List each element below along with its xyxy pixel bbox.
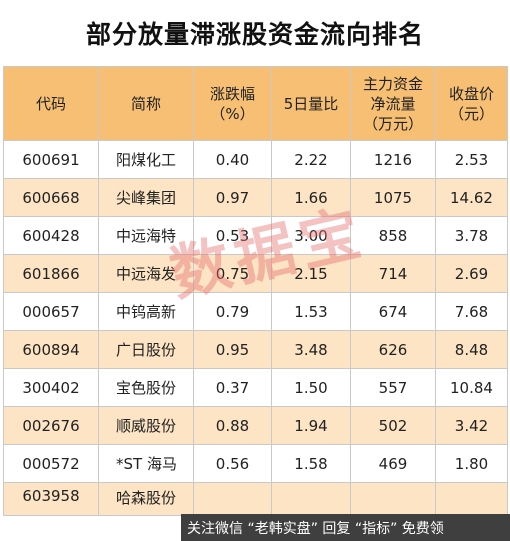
cell-change: [193, 482, 272, 516]
cell-code: 600428: [3, 216, 99, 255]
cell-net-flow: 714: [350, 254, 436, 293]
cell-code: 300402: [3, 368, 99, 407]
cell-volume-ratio: [271, 482, 351, 516]
header-net-flow-unit: （万元）: [362, 114, 423, 133]
header-close-price-label: 收盘价: [448, 84, 494, 103]
cell-name: 哈森股份: [98, 482, 194, 516]
table-row: 600691 阳煤化工 0.40 2.22 1216 2.53: [3, 140, 508, 179]
table-row: 000657 中钨高新 0.79 1.53 674 7.68: [3, 292, 508, 331]
cell-change: 0.40: [193, 140, 272, 179]
cell-change: 0.53: [193, 216, 272, 255]
cell-name: 中钨高新: [98, 292, 194, 331]
header-change-unit: （%）: [210, 104, 255, 123]
cell-close-price: 2.69: [435, 254, 508, 293]
header-name: 简称: [98, 66, 194, 141]
cell-close-price: 7.68: [435, 292, 508, 331]
cell-net-flow: [350, 482, 436, 516]
cell-close-price: 14.62: [435, 178, 508, 217]
cell-name: 宝色股份: [98, 368, 194, 407]
table-row: 600894 广日股份 0.95 3.48 626 8.48: [3, 330, 508, 369]
cell-code: 600668: [3, 178, 99, 217]
cell-name: 尖峰集团: [98, 178, 194, 217]
cell-name: 中远海特: [98, 216, 194, 255]
cell-close-price: 2.53: [435, 140, 508, 179]
cell-code: 002676: [3, 406, 99, 445]
cell-code: 603958: [3, 482, 99, 516]
header-name-label: 简称: [130, 94, 161, 113]
cell-volume-ratio: 1.53: [271, 292, 351, 331]
header-code: 代码: [3, 66, 99, 141]
cell-change: 0.37: [193, 368, 272, 407]
table-row: 002676 顺威股份 0.88 1.94 502 3.42: [3, 406, 508, 445]
header-net-flow-label-2: 净流量: [370, 94, 416, 113]
cell-close-price: 10.84: [435, 368, 508, 407]
header-volume-ratio: 5日量比: [271, 66, 351, 141]
cell-net-flow: 858: [350, 216, 436, 255]
header-code-label: 代码: [35, 94, 66, 113]
cell-code: 000572: [3, 444, 99, 483]
cell-change: 0.95: [193, 330, 272, 369]
header-change: 涨跌幅 （%）: [193, 66, 272, 141]
cell-volume-ratio: 1.50: [271, 368, 351, 407]
header-volume-ratio-label: 5日量比: [283, 94, 339, 113]
cell-code: 000657: [3, 292, 99, 331]
cell-name: 阳煤化工: [98, 140, 194, 179]
header-change-label: 涨跌幅: [209, 84, 255, 103]
cell-net-flow: 626: [350, 330, 436, 369]
header-net-flow-label-1: 主力资金: [362, 74, 423, 93]
table-row: 600428 中远海特 0.53 3.00 858 3.78: [3, 216, 508, 255]
cell-code: 600691: [3, 140, 99, 179]
footer-banner: 关注微信 “老韩实盘” 回复 “指标” 免费领: [181, 514, 510, 541]
cell-volume-ratio: 1.94: [271, 406, 351, 445]
table-row: 601866 中远海发 0.75 2.15 714 2.69: [3, 254, 508, 293]
cell-name: 中远海发: [98, 254, 194, 293]
table-body: 600691 阳煤化工 0.40 2.22 1216 2.53 600668 尖峰集团 0.97…: [3, 140, 508, 516]
table-row: 300402 宝色股份 0.37 1.50 557 10.84: [3, 368, 508, 407]
cell-change: 0.97: [193, 178, 272, 217]
cell-net-flow: 1216: [350, 140, 436, 179]
cell-net-flow: 502: [350, 406, 436, 445]
cell-close-price: 3.42: [435, 406, 508, 445]
cell-name: 广日股份: [98, 330, 194, 369]
cell-change: 0.56: [193, 444, 272, 483]
cell-name: *ST 海马: [98, 444, 194, 483]
cell-volume-ratio: 3.00: [271, 216, 351, 255]
cell-volume-ratio: 1.58: [271, 444, 351, 483]
cell-code: 601866: [3, 254, 99, 293]
cell-close-price: [435, 482, 508, 516]
cell-change: 0.75: [193, 254, 272, 293]
cell-net-flow: 674: [350, 292, 436, 331]
cell-close-price: 1.80: [435, 444, 508, 483]
cell-net-flow: 469: [350, 444, 436, 483]
page-title: 部分放量滞涨股资金流向排名: [85, 20, 424, 49]
cell-close-price: 3.78: [435, 216, 508, 255]
cell-name: 顺威股份: [98, 406, 194, 445]
header-net-flow: 主力资金 净流量 （万元）: [350, 66, 436, 141]
table-row: 000572 *ST 海马 0.56 1.58 469 1.80: [3, 444, 508, 483]
cell-volume-ratio: 2.22: [271, 140, 351, 179]
fund-flow-table: 代码 简称 涨跌幅 （%） 5日量比 主力资金 净流量 （万元） 收盘价 （元）: [3, 66, 508, 516]
cell-net-flow: 1075: [350, 178, 436, 217]
table-header-row: 代码 简称 涨跌幅 （%） 5日量比 主力资金 净流量 （万元） 收盘价 （元）: [3, 66, 508, 141]
cell-change: 0.88: [193, 406, 272, 445]
cell-close-price: 8.48: [435, 330, 508, 369]
cell-volume-ratio: 3.48: [271, 330, 351, 369]
cell-code: 600894: [3, 330, 99, 369]
table-row: 603958 哈森股份: [3, 482, 508, 516]
cell-change: 0.79: [193, 292, 272, 331]
cell-volume-ratio: 1.66: [271, 178, 351, 217]
cell-net-flow: 557: [350, 368, 436, 407]
header-close-price: 收盘价 （元）: [435, 66, 508, 141]
header-close-price-unit: （元）: [448, 104, 494, 123]
cell-volume-ratio: 2.15: [271, 254, 351, 293]
table-row: 600668 尖峰集团 0.97 1.66 1075 14.62: [3, 178, 508, 217]
